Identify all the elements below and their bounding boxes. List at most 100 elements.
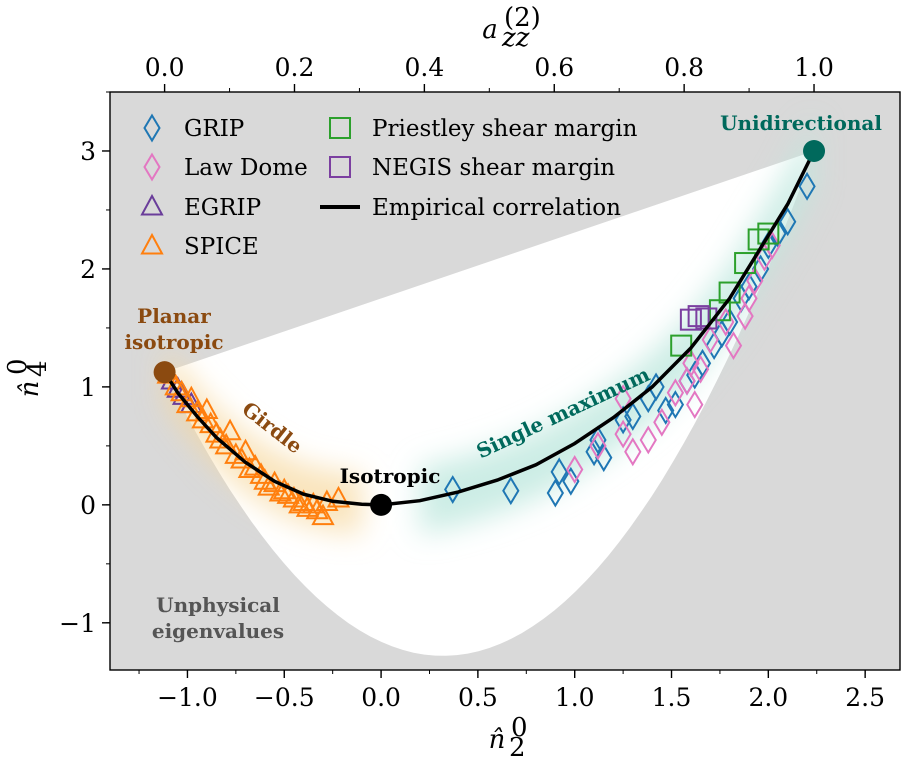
x-tick-label: 0.0 bbox=[361, 683, 401, 712]
series-layer bbox=[156, 171, 816, 526]
top-tick-label: 0.4 bbox=[404, 53, 444, 82]
data-point bbox=[679, 308, 702, 331]
data-point bbox=[740, 272, 758, 302]
legend-label: GRIP bbox=[184, 116, 244, 142]
data-point bbox=[718, 281, 741, 304]
data-point bbox=[693, 348, 712, 378]
y-tick-label: 0 bbox=[80, 491, 96, 520]
legend-item: NEGIS shear margin bbox=[329, 155, 615, 181]
data-point bbox=[233, 438, 258, 461]
legend: GRIP Law Dome EGRIP SPICE Priestley shear ma… bbox=[140, 113, 638, 260]
data-point bbox=[736, 301, 754, 331]
x-axis-label: n̂ 02 bbox=[489, 713, 528, 763]
data-point bbox=[179, 385, 204, 408]
data-point bbox=[746, 266, 764, 296]
data-point bbox=[763, 230, 781, 260]
data-point bbox=[798, 171, 816, 201]
top-tick-label: 1.0 bbox=[794, 53, 834, 82]
data-point bbox=[589, 425, 607, 455]
legend-marker bbox=[143, 152, 161, 182]
data-point bbox=[595, 443, 613, 473]
data-point bbox=[550, 457, 568, 487]
legend-label: Priestley shear margin bbox=[372, 116, 638, 142]
legend-item: GRIP bbox=[143, 113, 244, 143]
data-point bbox=[639, 425, 657, 455]
y-tick-label: 1 bbox=[80, 373, 96, 402]
data-point bbox=[326, 485, 351, 508]
svg-text:n̂: n̂ bbox=[15, 381, 45, 398]
data-point bbox=[585, 437, 603, 467]
data-point bbox=[257, 474, 281, 496]
svg-text:zz: zz bbox=[501, 23, 530, 53]
data-point bbox=[624, 437, 642, 467]
x-tick-label: −0.5 bbox=[254, 683, 315, 712]
legend-label: Empirical correlation bbox=[372, 195, 621, 221]
legend-item: EGRIP bbox=[140, 193, 261, 221]
special-point-unidirectional bbox=[803, 139, 826, 162]
legend-marker bbox=[329, 117, 351, 139]
x-tick-label: 0.5 bbox=[458, 683, 498, 712]
y-axis-label: n̂ 04 bbox=[3, 358, 53, 397]
data-point bbox=[311, 503, 335, 526]
axes-layer: −1.0 −0.5 0.0 0.5 1.0 1.5 2.0 2.5 −1 0 1 2 3 0.0 0.2 0.… bbox=[3, 3, 885, 763]
y-tick-label: −1 bbox=[59, 609, 96, 638]
data-point bbox=[566, 455, 584, 484]
svg-text:n̂: n̂ bbox=[489, 725, 506, 755]
data-point bbox=[682, 348, 700, 378]
legend-item: Priestley shear margin bbox=[329, 116, 638, 142]
data-point bbox=[276, 482, 300, 504]
data-point bbox=[195, 397, 219, 419]
x-tick-label: 1.0 bbox=[555, 683, 595, 712]
legend-marker bbox=[140, 193, 164, 216]
data-point bbox=[779, 207, 797, 237]
special-points-layer bbox=[153, 139, 826, 516]
legend-label: SPICE bbox=[184, 234, 259, 260]
data-point bbox=[624, 401, 642, 431]
data-point bbox=[757, 222, 780, 245]
data-point bbox=[666, 378, 685, 408]
legend-label: Law Dome bbox=[184, 155, 308, 181]
data-point bbox=[701, 325, 719, 355]
data-point bbox=[647, 372, 665, 402]
data-point bbox=[678, 366, 696, 396]
legend-item: Law Dome bbox=[143, 152, 308, 182]
legend-marker bbox=[143, 113, 161, 143]
svg-text:0: 0 bbox=[3, 358, 33, 375]
legend-marker bbox=[329, 156, 351, 178]
y-tick-label: 3 bbox=[80, 137, 96, 166]
legend-marker bbox=[140, 232, 164, 255]
data-point bbox=[589, 431, 607, 461]
svg-text:2: 2 bbox=[509, 733, 526, 763]
y-tick-label: 2 bbox=[80, 255, 96, 284]
x-tick-label: −1.0 bbox=[157, 683, 218, 712]
top-tick-label: 0.2 bbox=[275, 53, 315, 82]
top-axis-label: a (2)zz bbox=[482, 3, 541, 53]
data-point bbox=[720, 307, 739, 337]
empirical-correlation-line bbox=[163, 150, 816, 507]
data-point bbox=[691, 354, 710, 384]
svg-text:0: 0 bbox=[511, 713, 528, 743]
svg-text:4: 4 bbox=[23, 360, 53, 377]
data-point bbox=[546, 478, 565, 508]
x-tick-label: 1.5 bbox=[652, 683, 692, 712]
girdle-shading bbox=[164, 342, 362, 535]
data-point bbox=[724, 331, 743, 361]
x-tick-label: 2.5 bbox=[845, 683, 885, 712]
data-point bbox=[653, 407, 671, 437]
data-point bbox=[657, 396, 675, 425]
data-point bbox=[502, 476, 520, 506]
svg-text:a: a bbox=[482, 15, 498, 45]
legend-label: EGRIP bbox=[184, 195, 261, 221]
x-tick-label: 2.0 bbox=[748, 683, 788, 712]
label-unphysical-line1: Unphysical bbox=[156, 593, 280, 617]
data-point bbox=[444, 475, 462, 504]
data-point bbox=[686, 390, 704, 420]
data-point bbox=[666, 390, 685, 420]
special-point-planar-isotropic bbox=[153, 361, 176, 384]
legend-label: NEGIS shear margin bbox=[372, 155, 615, 181]
label-unphysical-line2: eigenvalues bbox=[152, 619, 284, 643]
label-unidirectional: Unidirectional bbox=[720, 111, 882, 135]
data-point bbox=[562, 466, 580, 496]
data-point bbox=[687, 305, 710, 328]
